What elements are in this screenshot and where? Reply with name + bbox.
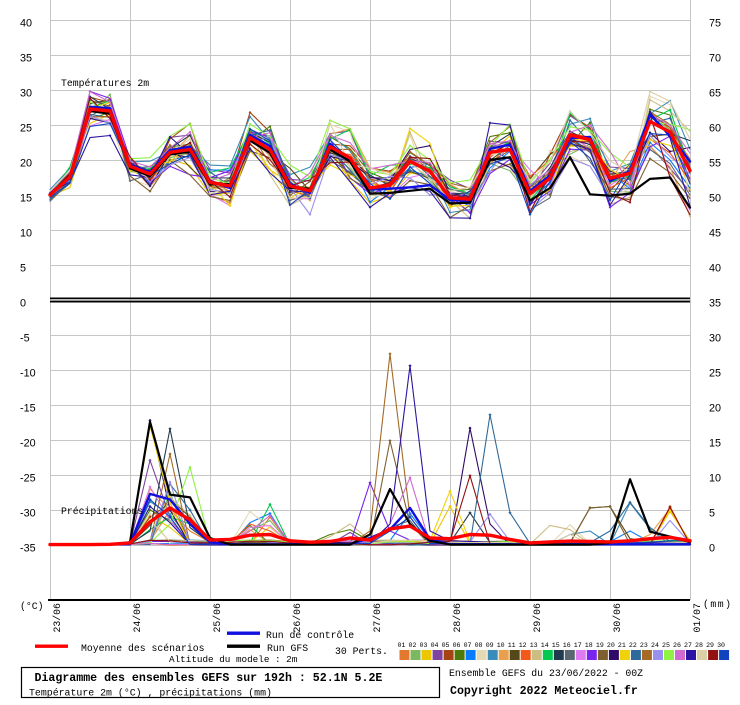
svg-text:Précipitations: Précipitations bbox=[61, 506, 143, 517]
svg-text:07: 07 bbox=[464, 642, 472, 649]
svg-text:-35: -35 bbox=[20, 543, 36, 555]
svg-text:06: 06 bbox=[453, 642, 461, 649]
svg-text:Run GFS: Run GFS bbox=[267, 643, 308, 654]
svg-text:18: 18 bbox=[585, 642, 593, 649]
svg-text:09: 09 bbox=[486, 642, 494, 649]
svg-text:20: 20 bbox=[607, 642, 615, 649]
svg-text:30: 30 bbox=[709, 333, 721, 345]
svg-text:40: 40 bbox=[709, 263, 721, 275]
svg-text:25/06: 25/06 bbox=[212, 603, 223, 633]
svg-text:23: 23 bbox=[640, 642, 648, 649]
svg-text:05: 05 bbox=[442, 642, 450, 649]
svg-text:50: 50 bbox=[709, 193, 721, 205]
svg-text:12: 12 bbox=[519, 642, 527, 649]
svg-text:Diagramme des ensembles GEFS s: Diagramme des ensembles GEFS sur 192h : … bbox=[35, 672, 383, 685]
svg-text:Ensemble GEFS du 23/06/2022 -: Ensemble GEFS du 23/06/2022 - 00Z bbox=[449, 668, 643, 679]
svg-text:-10: -10 bbox=[20, 368, 36, 380]
svg-text:08: 08 bbox=[475, 642, 483, 649]
svg-text:13: 13 bbox=[530, 642, 538, 649]
svg-text:15: 15 bbox=[20, 193, 32, 205]
svg-text:-30: -30 bbox=[20, 508, 36, 520]
svg-text:5: 5 bbox=[709, 508, 715, 520]
svg-text:25: 25 bbox=[662, 642, 670, 649]
svg-text:10: 10 bbox=[497, 642, 505, 649]
svg-text:15: 15 bbox=[552, 642, 560, 649]
svg-text:11: 11 bbox=[508, 642, 516, 649]
svg-text:10: 10 bbox=[709, 473, 721, 485]
svg-text:-15: -15 bbox=[20, 403, 36, 415]
svg-text:28: 28 bbox=[695, 642, 703, 649]
svg-text:Altitude du modele : 2m: Altitude du modele : 2m bbox=[169, 654, 298, 665]
svg-text:65: 65 bbox=[709, 88, 721, 100]
svg-text:20: 20 bbox=[20, 158, 32, 170]
svg-text:16: 16 bbox=[563, 642, 571, 649]
svg-text:(mm): (mm) bbox=[703, 599, 733, 610]
svg-text:-5: -5 bbox=[20, 333, 30, 345]
svg-text:01: 01 bbox=[398, 642, 406, 649]
svg-text:20: 20 bbox=[709, 403, 721, 415]
svg-text:15: 15 bbox=[709, 438, 721, 450]
svg-text:29: 29 bbox=[706, 642, 714, 649]
svg-text:17: 17 bbox=[574, 642, 582, 649]
svg-text:55: 55 bbox=[709, 158, 721, 170]
svg-text:30: 30 bbox=[717, 642, 725, 649]
svg-text:10: 10 bbox=[20, 228, 32, 240]
svg-text:23/06: 23/06 bbox=[52, 603, 63, 633]
svg-text:Copyright 2022 Meteociel.fr: Copyright 2022 Meteociel.fr bbox=[450, 685, 638, 698]
svg-text:75: 75 bbox=[709, 18, 721, 30]
svg-text:Run de contrôle: Run de contrôle bbox=[266, 630, 354, 641]
svg-text:Températures 2m: Températures 2m bbox=[61, 78, 149, 89]
svg-text:22: 22 bbox=[629, 642, 637, 649]
svg-text:(°C): (°C) bbox=[20, 601, 44, 612]
svg-text:35: 35 bbox=[20, 53, 32, 65]
svg-text:35: 35 bbox=[709, 298, 721, 310]
svg-text:5: 5 bbox=[20, 263, 26, 275]
svg-text:26: 26 bbox=[673, 642, 681, 649]
svg-text:27: 27 bbox=[684, 642, 692, 649]
svg-text:25: 25 bbox=[709, 368, 721, 380]
svg-text:30: 30 bbox=[20, 88, 32, 100]
svg-text:02: 02 bbox=[409, 642, 417, 649]
svg-text:04: 04 bbox=[431, 642, 439, 649]
svg-text:01/07: 01/07 bbox=[692, 603, 703, 633]
svg-text:25: 25 bbox=[20, 123, 32, 135]
svg-text:03: 03 bbox=[420, 642, 428, 649]
svg-text:21: 21 bbox=[618, 642, 626, 649]
svg-text:14: 14 bbox=[541, 642, 549, 649]
svg-text:24/06: 24/06 bbox=[132, 603, 143, 633]
svg-text:0: 0 bbox=[20, 298, 26, 310]
svg-text:28/06: 28/06 bbox=[452, 603, 463, 633]
svg-text:60: 60 bbox=[709, 123, 721, 135]
svg-text:19: 19 bbox=[596, 642, 604, 649]
svg-text:-20: -20 bbox=[20, 438, 36, 450]
svg-text:24: 24 bbox=[651, 642, 659, 649]
svg-text:-25: -25 bbox=[20, 473, 36, 485]
svg-text:Température 2m (°C) , précipit: Température 2m (°C) , précipitations (mm… bbox=[29, 688, 272, 699]
svg-text:0: 0 bbox=[709, 543, 715, 555]
svg-text:40: 40 bbox=[20, 18, 32, 30]
svg-text:30/06: 30/06 bbox=[612, 603, 623, 633]
svg-text:26/06: 26/06 bbox=[292, 603, 303, 633]
svg-text:45: 45 bbox=[709, 228, 721, 240]
svg-text:29/06: 29/06 bbox=[532, 603, 543, 633]
svg-text:Moyenne des scénarios: Moyenne des scénarios bbox=[81, 643, 205, 654]
svg-text:30 Perts.: 30 Perts. bbox=[335, 646, 388, 657]
svg-text:70: 70 bbox=[709, 53, 721, 65]
svg-text:27/06: 27/06 bbox=[372, 603, 383, 633]
